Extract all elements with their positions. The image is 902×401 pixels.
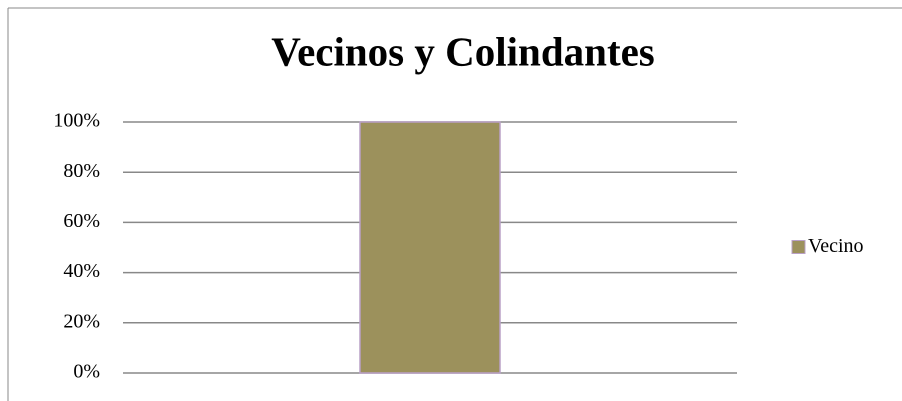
bar: [359, 121, 501, 374]
y-tick-label: 0%: [73, 361, 100, 383]
y-tick-label: 40%: [63, 260, 100, 282]
legend-swatch: [791, 240, 806, 254]
legend-label: Vecino: [808, 235, 864, 257]
y-tick-label: 20%: [63, 310, 100, 332]
chart-title: Vecinos y Colindantes: [271, 28, 655, 74]
y-tick-label: 100%: [53, 110, 100, 132]
y-tick-label: 80%: [63, 160, 100, 182]
y-tick-label: 60%: [63, 210, 100, 232]
